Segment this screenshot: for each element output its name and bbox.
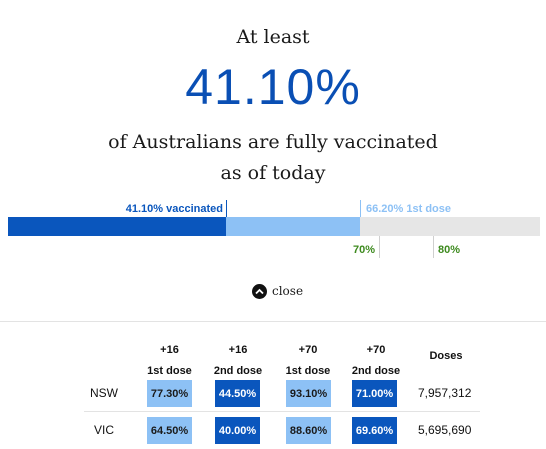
vaccination-progress-bar: 41.10% vaccinated 66.20% 1st dose 70% 80… (0, 196, 546, 266)
doses-value: 7,957,312 (418, 386, 472, 400)
section-divider (0, 321, 546, 322)
first-dose-marker (360, 200, 361, 217)
close-button[interactable]: close (252, 282, 303, 300)
col-header-line1: +16 (228, 344, 248, 356)
state-name: VIC (93, 423, 114, 437)
col-header-line1: +70 (298, 344, 318, 356)
col-header-doses: Doses (418, 346, 474, 367)
col-header-line2: 2nd dose (213, 365, 263, 377)
fully-vaccinated-marker (226, 200, 227, 217)
value-cell: 93.10% (286, 380, 331, 407)
value-cell: 69.60% (352, 417, 397, 444)
hero-pre-text: At least (236, 26, 310, 48)
target-80-label: 80% (438, 244, 461, 256)
doses-value: 5,695,690 (418, 423, 472, 437)
first-dose-label: 66.20% 1st dose (366, 203, 451, 215)
col-header-16-2nd: +16 2nd dose (208, 340, 268, 382)
close-label: close (272, 284, 304, 298)
hero-percent: 41.10% (185, 59, 361, 115)
col-header-line1: +70 (366, 344, 386, 356)
hero-post-text: of Australians are fully vaccinated as o… (0, 127, 546, 189)
row-divider (84, 411, 480, 412)
fully-vaccinated-label: 41.10% vaccinated (125, 203, 223, 215)
target-70-label: 70% (352, 244, 375, 256)
col-header-16-1st: +16 1st dose (147, 340, 192, 382)
hero-post-line1: of Australians are fully vaccinated (108, 131, 438, 153)
target-80-marker (433, 236, 434, 258)
fully-vaccinated-fill (8, 217, 226, 236)
col-header-line2: Doses (429, 350, 463, 362)
col-header-line2: 1st dose (285, 365, 331, 377)
table-row: VIC 64.50% 40.00% 88.60% 69.60% 5,695,69… (0, 415, 546, 449)
col-header-line2: 1st dose (147, 365, 192, 377)
col-header-70-1st: +70 1st dose (283, 340, 333, 382)
value-cell: 40.00% (215, 417, 260, 444)
value-cell: 44.50% (215, 380, 260, 407)
value-cell: 77.30% (147, 380, 192, 407)
target-70-marker (379, 236, 380, 258)
table-row: NSW 77.30% 44.50% 93.10% 71.00% 7,957,31… (0, 378, 546, 412)
col-header-line2: 2nd dose (351, 365, 401, 377)
col-header-70-2nd: +70 2nd dose (346, 340, 406, 382)
chevron-up-icon (252, 283, 267, 299)
value-cell: 71.00% (352, 380, 397, 407)
col-header-line1: +16 (160, 344, 179, 356)
hero-post-line2: as of today (220, 162, 326, 184)
state-name: NSW (90, 386, 118, 400)
value-cell: 88.60% (286, 417, 331, 444)
value-cell: 64.50% (147, 417, 192, 444)
